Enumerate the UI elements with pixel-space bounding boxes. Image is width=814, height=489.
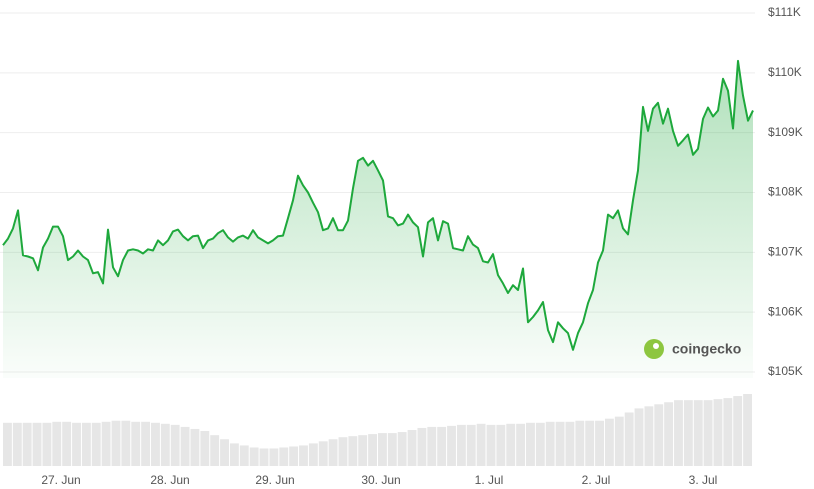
volume-bar xyxy=(565,421,575,466)
volume-bar xyxy=(328,439,338,466)
volume-bar xyxy=(555,421,565,466)
watermark: coingecko xyxy=(644,339,741,359)
volume-bar xyxy=(437,426,447,466)
volume-bar xyxy=(545,421,555,466)
volume-bar xyxy=(299,445,308,466)
volume-bar xyxy=(476,423,486,466)
volume-bar xyxy=(111,420,121,466)
volume-bar xyxy=(407,430,417,466)
volume-bar xyxy=(387,433,397,466)
volume-bar xyxy=(575,420,585,466)
volume-bar xyxy=(703,400,713,466)
volume-bar xyxy=(683,400,693,466)
volume-bar xyxy=(141,421,151,466)
volume-bar xyxy=(456,424,466,466)
watermark-text: coingecko xyxy=(672,341,741,357)
y-tick-label: $106K xyxy=(768,304,803,318)
x-tick-label: 30. Jun xyxy=(361,473,400,487)
volume-bar xyxy=(604,418,614,466)
volume-bar xyxy=(239,445,249,466)
x-tick-label: 27. Jun xyxy=(41,473,80,487)
x-tick-label: 1. Jul xyxy=(475,473,504,487)
volume-bar xyxy=(32,422,42,466)
volume-bar xyxy=(180,426,190,466)
volume-bar xyxy=(644,406,654,466)
volume-bar xyxy=(378,433,387,466)
volume-bar xyxy=(743,394,752,466)
volume-bar xyxy=(427,426,437,466)
x-tick-label: 3. Jul xyxy=(689,473,718,487)
volume-bar xyxy=(249,447,259,466)
volume-bar xyxy=(733,396,743,466)
volume-bar xyxy=(151,422,160,466)
volume-bar xyxy=(595,420,604,466)
volume-bar xyxy=(486,424,496,466)
volume-bar xyxy=(72,422,81,466)
volume-bar xyxy=(220,439,229,466)
y-tick-label: $107K xyxy=(768,245,803,259)
volume-bar xyxy=(397,432,407,466)
volume-bar xyxy=(664,402,674,466)
volume-bar xyxy=(12,422,22,466)
area-fill xyxy=(3,60,753,379)
y-tick-label: $111K xyxy=(768,5,801,19)
volume-bar xyxy=(269,448,279,466)
x-tick-label: 29. Jun xyxy=(255,473,294,487)
volume-bar xyxy=(42,422,52,466)
x-tick-label: 2. Jul xyxy=(582,473,611,487)
volume-bar xyxy=(614,416,624,466)
volume-bar xyxy=(289,446,299,466)
x-tick-label: 28. Jun xyxy=(150,473,189,487)
volume-bar xyxy=(318,441,328,466)
volume-bar xyxy=(160,423,170,466)
volume-bar xyxy=(259,448,269,466)
volume-bar xyxy=(348,436,358,466)
volume-bar xyxy=(466,424,476,466)
volume-bar xyxy=(210,435,220,466)
volume-bar xyxy=(654,404,664,466)
volume-bar xyxy=(713,399,723,466)
y-tick-label: $110K xyxy=(768,65,802,79)
volume-bar xyxy=(91,422,101,466)
y-tick-label: $105K xyxy=(768,364,803,378)
volume-bar xyxy=(624,412,634,466)
volume-bar xyxy=(190,428,200,466)
volume-bar xyxy=(308,443,318,466)
volume-bar xyxy=(368,434,377,466)
volume-bar xyxy=(200,431,210,466)
volume-bar xyxy=(62,421,72,466)
volume-bar xyxy=(585,420,595,466)
logo-eye xyxy=(653,343,659,349)
volume-bar xyxy=(131,421,141,466)
volume-bar xyxy=(506,423,516,466)
volume-bar xyxy=(496,424,506,466)
volume-bar xyxy=(279,447,289,466)
volume-bar xyxy=(417,427,427,466)
volume-bar xyxy=(81,422,91,466)
volume-bar xyxy=(634,408,644,466)
y-tick-label: $109K xyxy=(768,125,803,139)
logo xyxy=(644,339,664,359)
volume-bar xyxy=(358,435,368,466)
volume-bar xyxy=(693,400,703,466)
volume-bar xyxy=(170,424,180,466)
volume-bar xyxy=(338,437,348,466)
volume-bar xyxy=(535,422,545,466)
volume-bar xyxy=(52,421,62,466)
price-line xyxy=(2,59,754,351)
y-tick-label: $108K xyxy=(768,185,803,199)
volume-bar xyxy=(447,425,456,466)
volume-bar xyxy=(101,421,111,466)
volume-bar xyxy=(674,400,683,466)
volume-bar xyxy=(121,420,131,466)
volume-bar xyxy=(516,423,526,466)
volume-bar xyxy=(723,398,733,466)
volume-bar xyxy=(526,422,535,466)
volume-bar xyxy=(3,422,12,466)
volume-bar xyxy=(22,422,32,466)
volume-bar xyxy=(229,443,239,466)
